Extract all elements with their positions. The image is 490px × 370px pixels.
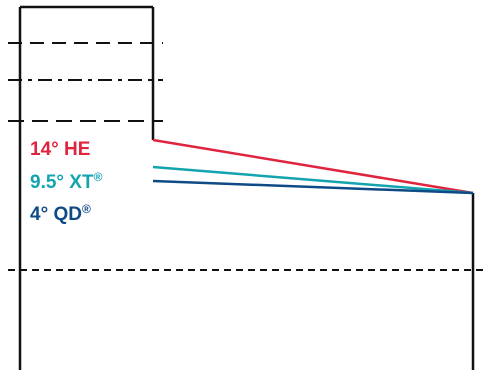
label-he: 14° HE	[30, 139, 90, 160]
label-xt: 9.5° XT®	[30, 170, 103, 193]
label-xt-registered-mark: ®	[94, 170, 103, 184]
label-qd-registered-mark: ®	[82, 202, 91, 216]
taper-line-he	[152, 138, 474, 195]
label-qd-text: 4° QD	[30, 204, 82, 225]
label-qd: 4° QD®	[30, 202, 91, 225]
taper-line-qd	[152, 179, 474, 195]
label-he-text: 14° HE	[30, 139, 90, 160]
taper-line-xt	[152, 165, 474, 195]
label-xt-text: 9.5° XT	[30, 172, 94, 193]
